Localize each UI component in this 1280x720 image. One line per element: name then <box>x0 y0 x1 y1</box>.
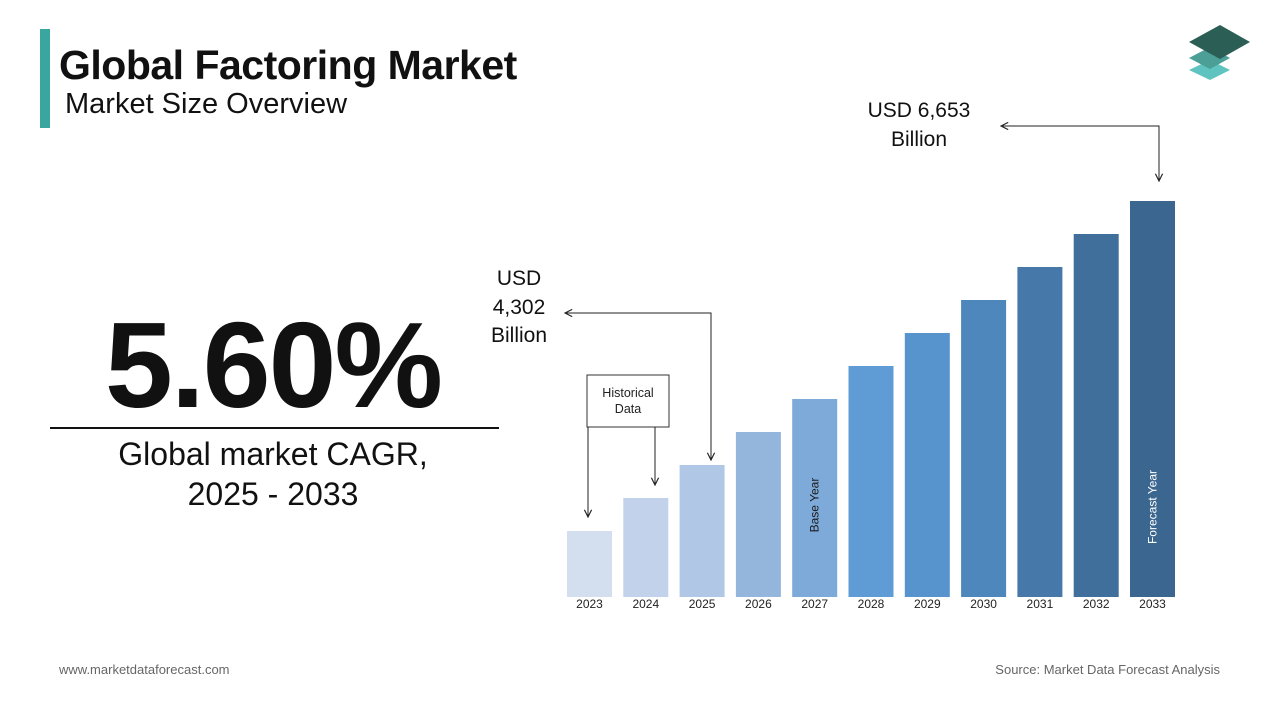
cagr-label-line-2: 2025 - 2033 <box>187 476 359 512</box>
historical-data-box <box>586 374 670 428</box>
x-tick-label-2028: 2028 <box>858 597 885 611</box>
x-tick-label-2025: 2025 <box>689 597 716 611</box>
bar-2029 <box>904 333 950 597</box>
bar-2024 <box>623 498 669 597</box>
x-tick-label-2029: 2029 <box>914 597 941 611</box>
bars-group: Base Year Forecast Year <box>567 201 1175 597</box>
cagr-divider <box>50 427 499 429</box>
bar-2030 <box>961 300 1007 597</box>
bar-2028 <box>848 366 894 597</box>
cagr-value: 5.60% <box>105 297 443 433</box>
x-axis-labels: 2023 2024 2025 2026 2027 2028 2029 2030 2031 2032… <box>576 597 1166 611</box>
bar-2026 <box>735 432 781 597</box>
bar-2031 <box>1017 267 1063 597</box>
bar-2033 <box>1130 201 1175 597</box>
footer-source: Source: Market Data Forecast Analysis <box>995 662 1220 677</box>
cagr-label: Global market CAGR, 2025 - 2033 <box>48 434 498 514</box>
x-tick-label-2030: 2030 <box>970 597 997 611</box>
start-value-label-3: Billion <box>491 324 547 347</box>
x-tick-label-2024: 2024 <box>632 597 659 611</box>
x-tick-label-2033: 2033 <box>1139 597 1166 611</box>
historical-data-label-2: Data <box>615 402 641 416</box>
stacked-layers-logo-icon <box>1189 25 1250 80</box>
footer-website: www.marketdataforecast.com <box>59 662 230 677</box>
cagr-label-line-1: Global market CAGR, <box>118 436 428 472</box>
start-value-label-1: USD <box>497 267 541 290</box>
bar-label-2033: Forecast Year <box>1146 470 1160 544</box>
page-subtitle: Market Size Overview <box>65 88 348 120</box>
x-tick-label-2032: 2032 <box>1083 597 1110 611</box>
bar-2025 <box>679 465 725 597</box>
x-tick-label-2026: 2026 <box>745 597 772 611</box>
page-title: Global Factoring Market <box>59 42 517 88</box>
start-value-label-2: 4,302 <box>493 296 546 319</box>
end-value-arrow <box>1001 126 1159 181</box>
x-tick-label-2023: 2023 <box>576 597 603 611</box>
end-value-label-2: Billion <box>891 128 947 151</box>
title-accent-bar <box>40 29 50 128</box>
start-value-arrow <box>565 313 711 460</box>
bar-2023 <box>567 531 612 597</box>
x-tick-label-2031: 2031 <box>1027 597 1054 611</box>
bar-2032 <box>1073 234 1119 597</box>
historical-data-label-1: Historical <box>602 386 653 400</box>
bar-2027 <box>792 399 838 597</box>
bar-label-2027: Base Year <box>808 478 822 533</box>
x-tick-label-2027: 2027 <box>801 597 828 611</box>
end-value-label-1: USD 6,653 <box>868 99 971 122</box>
